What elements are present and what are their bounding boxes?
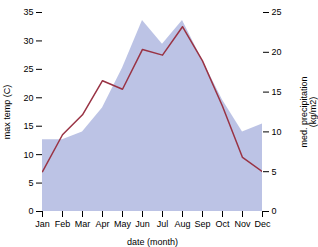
svg-text:Oct: Oct	[215, 219, 230, 229]
svg-text:Feb: Feb	[55, 219, 71, 229]
svg-text:15: 15	[23, 121, 33, 131]
svg-text:5: 5	[28, 178, 33, 188]
svg-text:25: 25	[23, 64, 33, 74]
svg-text:May: May	[114, 219, 132, 229]
svg-text:date (month): date (month)	[127, 237, 178, 247]
svg-text:Jan: Jan	[35, 219, 50, 229]
svg-text:10: 10	[23, 150, 33, 160]
svg-text:Mar: Mar	[75, 219, 91, 229]
svg-text:30: 30	[23, 36, 33, 46]
svg-text:5: 5	[272, 167, 277, 177]
svg-text:Jul: Jul	[157, 219, 169, 229]
svg-text:max temp (C): max temp (C)	[2, 85, 12, 140]
svg-text:Jun: Jun	[135, 219, 150, 229]
svg-text:Nov: Nov	[234, 219, 251, 229]
svg-text:10: 10	[272, 127, 282, 137]
svg-text:0: 0	[28, 206, 33, 216]
svg-text:0: 0	[272, 206, 277, 216]
svg-text:Apr: Apr	[95, 219, 109, 229]
svg-text:med. precipitation(kg/m2): med. precipitation(kg/m2)	[299, 76, 318, 147]
svg-text:35: 35	[23, 7, 33, 17]
svg-text:15: 15	[272, 87, 282, 97]
svg-text:Sep: Sep	[194, 219, 210, 229]
svg-text:20: 20	[272, 47, 282, 57]
svg-text:Dec: Dec	[254, 219, 271, 229]
svg-text:25: 25	[272, 7, 282, 17]
svg-text:20: 20	[23, 93, 33, 103]
svg-text:Aug: Aug	[174, 219, 190, 229]
